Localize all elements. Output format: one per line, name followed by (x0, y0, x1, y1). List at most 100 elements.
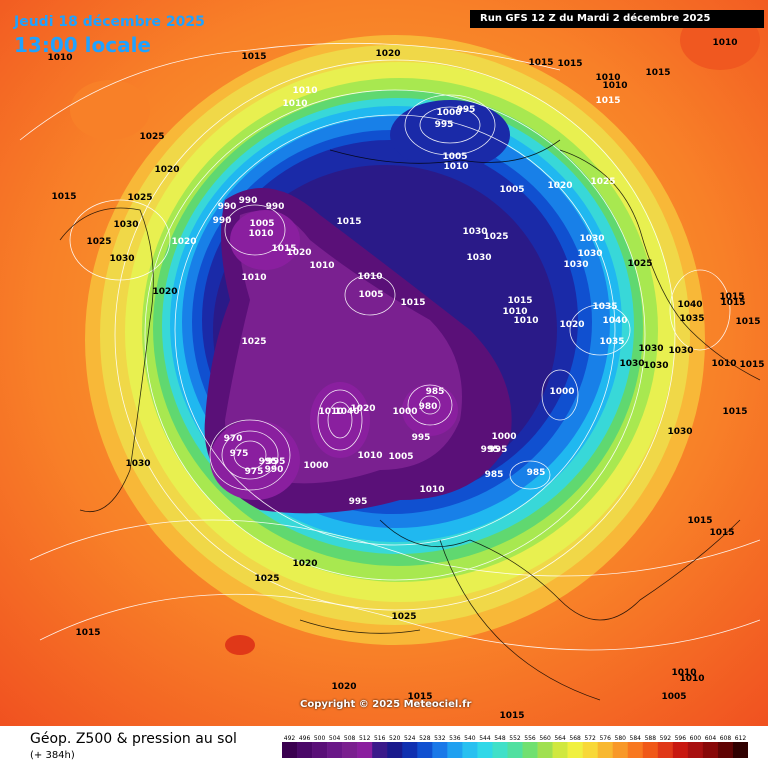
scale-swatch (282, 742, 298, 758)
scale-swatch (582, 742, 598, 758)
pressure-label: 1030 (643, 361, 668, 371)
scale-swatch (357, 742, 373, 758)
pressure-label: 1015 (241, 52, 266, 62)
scale-label: 560 (539, 735, 551, 742)
pressure-label: 975 (230, 449, 249, 459)
pressure-label: 1015 (645, 68, 670, 78)
scale-swatch (327, 742, 343, 758)
scale-swatch (687, 742, 704, 758)
scale-swatch (537, 742, 553, 758)
pressure-label: 990 (239, 196, 258, 206)
pressure-label: 1015 (51, 192, 76, 202)
pressure-label: 1015 (407, 692, 432, 702)
scale-swatch (432, 742, 448, 758)
forecast-offset: (+ 384h) (30, 750, 75, 761)
scale-label: 596 (675, 735, 687, 742)
scale-label: 508 (344, 735, 356, 742)
scale-swatch (732, 742, 748, 758)
pressure-label: 1030 (466, 253, 491, 263)
pressure-label: 1030 (462, 227, 487, 237)
pressure-label: 990 (265, 465, 284, 475)
scale-label: 528 (419, 735, 431, 742)
pressure-label: 1030 (638, 344, 663, 354)
pressure-label: 1020 (154, 165, 179, 175)
scale-swatch (717, 742, 734, 758)
pressure-label: 1005 (249, 219, 274, 229)
scale-swatch (312, 742, 328, 758)
pressure-label: 1015 (400, 298, 425, 308)
pressure-label: 1015 (739, 360, 764, 370)
scale-label: 500 (314, 735, 326, 742)
scale-label: 600 (690, 735, 702, 742)
pressure-label: 1005 (442, 152, 467, 162)
pressure-label: 1010 (357, 451, 382, 461)
pressure-label: 1015 (336, 217, 361, 227)
scale-swatch (522, 742, 538, 758)
pressure-label: 1030 (113, 220, 138, 230)
scale-label: 492 (284, 735, 296, 742)
pressure-label: 1005 (661, 692, 686, 702)
pressure-label: 985 (527, 468, 546, 478)
scale-label: 580 (615, 735, 627, 742)
model-run-label: Run GFS 12 Z du Mardi 2 décembre 2025 (470, 10, 764, 28)
pressure-label: 1005 (358, 290, 383, 300)
pressure-label: 1035 (679, 314, 704, 324)
pressure-label: 1010 (292, 86, 317, 96)
forecast-date: Jeudi 18 décembre 2025 (14, 14, 205, 30)
pressure-label: 1020 (286, 248, 311, 258)
scale-label: 520 (389, 735, 401, 742)
scale-label: 536 (449, 735, 461, 742)
pressure-label: 995 (481, 445, 500, 455)
scale-label: 604 (705, 735, 717, 742)
pressure-label: 1020 (375, 49, 400, 59)
pressure-label: 990 (266, 202, 285, 212)
scale-swatch (402, 742, 418, 758)
scale-swatch (492, 742, 508, 758)
pressure-label: 1020 (331, 682, 356, 692)
pressure-label: 1015 (722, 407, 747, 417)
pressure-label: 1010 (502, 307, 527, 317)
scale-label: 572 (584, 735, 596, 742)
pressure-label: 1010 (711, 359, 736, 369)
pressure-label: 1000 (392, 407, 417, 417)
pressure-label: 990 (213, 216, 232, 226)
pressure-label: 1015 (687, 516, 712, 526)
scale-label: 552 (509, 735, 521, 742)
pressure-label: 1015 (75, 628, 100, 638)
scale-swatch (387, 742, 403, 758)
scale-swatch (567, 742, 583, 758)
pressure-label: 1015 (735, 317, 760, 327)
scale-swatch (672, 742, 689, 758)
scale-label: 592 (660, 735, 672, 742)
pressure-label: 1030 (579, 234, 604, 244)
pressure-label: 1020 (171, 237, 196, 247)
pressure-label: 1015 (499, 711, 524, 721)
pressure-label: 1000 (549, 387, 574, 397)
pressure-label: 970 (224, 434, 243, 444)
pressure-label: 1010 (282, 99, 307, 109)
scale-label: 544 (479, 735, 491, 742)
scale-label: 540 (464, 735, 476, 742)
scale-swatch (417, 742, 433, 758)
pressure-label: 1010 (419, 485, 444, 495)
pressure-label: 1025 (254, 574, 279, 584)
scale-label: 556 (524, 735, 536, 742)
pressure-label: 1010 (595, 73, 620, 83)
scale-swatch (297, 742, 313, 758)
scale-swatch (462, 742, 478, 758)
scale-swatch (702, 742, 719, 758)
pressure-label: 985 (485, 470, 504, 480)
pressure-label: 1000 (491, 432, 516, 442)
pressure-label: 1020 (350, 404, 375, 414)
scale-label: 564 (554, 735, 566, 742)
pressure-label: 1010 (357, 272, 382, 282)
pressure-label: 1010 (241, 273, 266, 283)
pressure-label: 1015 (709, 528, 734, 538)
pressure-label: 1000 (436, 108, 461, 118)
pressure-label: 1015 (528, 58, 553, 68)
pressure-label: 1010 (671, 668, 696, 678)
pressure-label: 1000 (303, 461, 328, 471)
scale-label: 612 (735, 735, 747, 742)
